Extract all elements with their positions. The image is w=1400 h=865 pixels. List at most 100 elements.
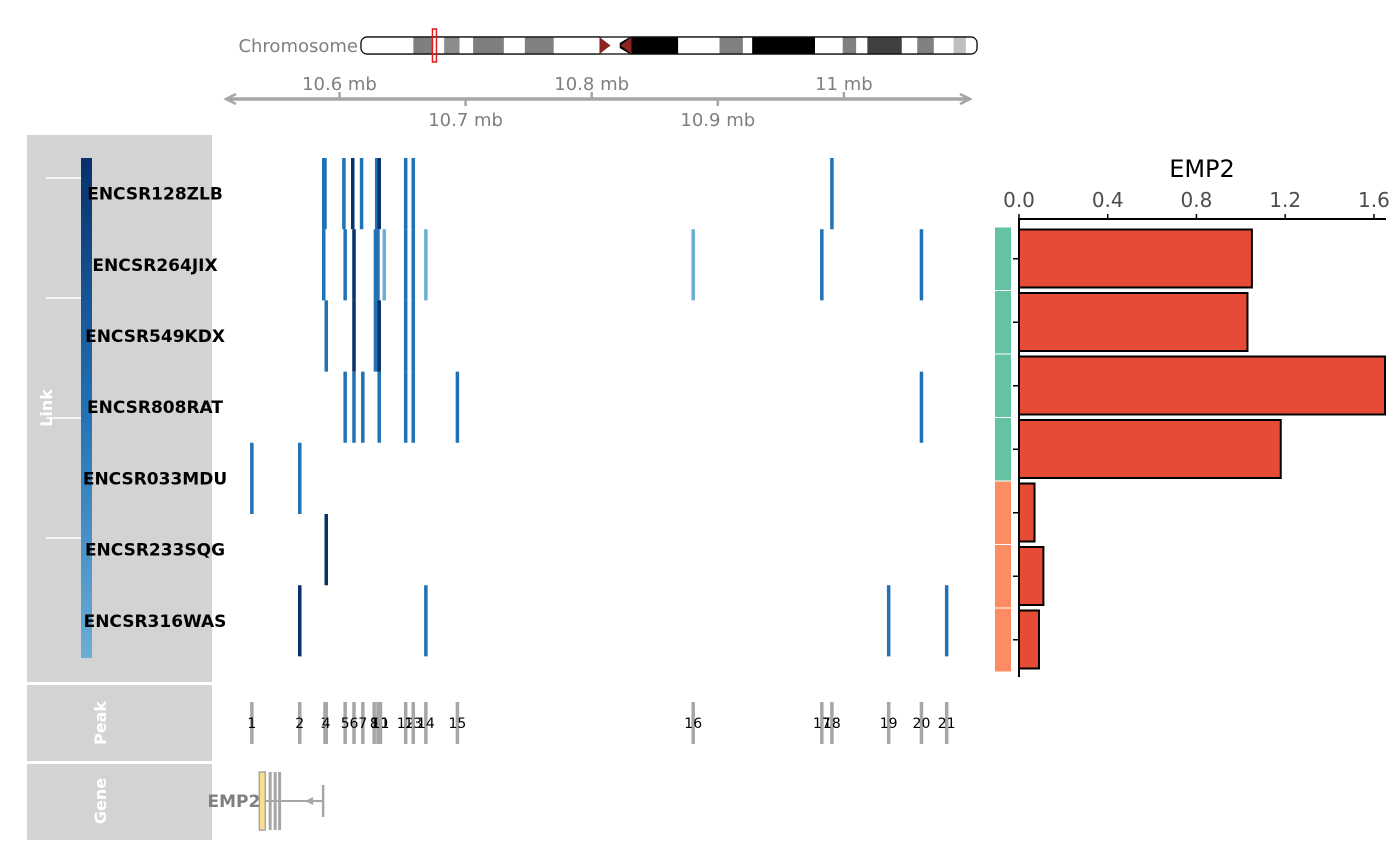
chromosome-region-highlight [431,28,438,63]
peak-label: 17 [813,716,831,732]
peak-label: 15 [448,716,466,732]
gene-label: EMP2 [207,792,260,812]
centromere-notch-bottom [599,45,632,55]
chromosome-ideogram: Chromosome [238,28,978,63]
sample-label: ENCSR264JIX [92,256,217,276]
chromosome-band [856,37,868,54]
chromosome-band [361,37,414,54]
sample-label: ENCSR233SQG [85,541,225,561]
group-color-block [995,608,1011,672]
expression-bar-chart: EMP2 0.0 0.4 0.8 1.2 1.6 [995,155,1390,677]
gene-strand-arrow [305,797,314,805]
chromosome-band [917,37,934,54]
sample-labels: ENCSR128ZLB ENCSR264JIX ENCSR549KDX ENCSR80… [83,185,227,632]
group-color-block [995,354,1011,418]
peak-label: 19 [880,716,898,732]
link-marks [250,158,949,657]
gene-exon [258,771,267,831]
chromosome-band [719,37,743,54]
chromosome-band [553,37,602,54]
link-panel-label: Link [37,389,56,427]
chromosome-band [814,37,843,54]
chromosome-band [752,37,815,54]
chromosome-band [933,37,954,54]
link-color-legend [81,158,92,658]
peak-label: 1 [247,716,256,732]
bar-axis-tick-label: 1.6 [1358,188,1390,212]
centromere-right [620,37,632,54]
chromosome-band [842,37,857,54]
group-color-block [995,290,1011,354]
axis-tick-label: 10.6 mb [302,74,377,95]
group-color-block [995,417,1011,481]
expression-bar [1018,355,1386,416]
peak-label: 2 [295,716,304,732]
bar-chart-title: EMP2 [1169,155,1235,183]
peak-label: 7 [358,716,367,732]
peak-label: 12 [397,716,415,732]
peak-label: 14 [417,716,435,732]
axis-tick-label: 10.8 mb [554,74,629,95]
sample-label: ENCSR549KDX [85,327,225,347]
bar-axis-tick-label: 0.0 [1003,188,1035,212]
peak-label: 4 [322,716,331,732]
chromosome-band [901,37,918,54]
expression-bar [1018,482,1036,543]
chromosome-bands [360,28,978,63]
peak-label: 20 [913,716,931,732]
peak-label: 13 [404,716,422,732]
chromosome-border [360,36,978,55]
group-color-block [995,544,1011,608]
gene-model: EMP2 [207,771,325,831]
chromosome-band [678,37,720,54]
bar-axis-tick-label: 1.2 [1269,188,1301,212]
peak-panel-strip [27,685,212,761]
axis-tick-label: 11 mb [815,74,873,95]
chromosome-band [473,37,504,54]
link-panel-strip [27,135,212,682]
axis-tick-label: 10.9 mb [680,110,755,131]
gene-panel-label: Gene [91,778,110,824]
chromosome-band [432,37,445,54]
peak-marks: 123456789101112131415161718192021 [247,702,956,744]
chromosome-band [413,37,433,54]
chromosome-band [742,37,753,54]
gene-exon [278,772,282,830]
chromosome-band [619,37,679,54]
peak-label: 5 [341,716,350,732]
chromosome-band [867,37,902,54]
centromere-left [599,37,611,54]
group-color-block [995,227,1011,291]
expression-bar [1018,609,1040,670]
peak-label: 6 [350,716,359,732]
peak-label: 21 [938,716,956,732]
group-color-block [995,481,1011,545]
chromosome-label: Chromosome [238,36,358,57]
peak-label: 16 [684,716,702,732]
chromosome-band [953,37,966,54]
gene-exon [268,772,272,830]
axis-arrow-right [959,92,973,106]
chromosome-band [503,37,525,54]
chromosome-band [444,37,460,54]
axis-arrow-left [223,92,237,106]
gene-exon [273,772,277,830]
sample-label: ENCSR808RAT [87,398,223,418]
expression-bar [1018,419,1282,479]
expression-bar [1018,292,1249,352]
sample-label: ENCSR316WAS [84,612,227,632]
panel-strips: Link Peak Gene [27,135,212,840]
peak-label: 18 [823,716,841,732]
bar-axis-tick-label: 0.8 [1181,188,1213,212]
peak-panel-label: Peak [91,701,110,745]
genomic-axis: 10.6 mb 10.8 mb 11 mb 10.7 mb 10.9 mb [223,74,973,131]
chromosome-band [965,37,977,54]
sample-label: ENCSR128ZLB [87,185,223,205]
chromosome-band [524,37,554,54]
axis-tick-label: 10.7 mb [428,110,503,131]
peak-label: 11 [372,716,390,732]
bar-axis-tick-label: 0.4 [1092,188,1124,212]
gene-panel-strip [27,764,212,840]
expression-bar [1018,546,1045,606]
